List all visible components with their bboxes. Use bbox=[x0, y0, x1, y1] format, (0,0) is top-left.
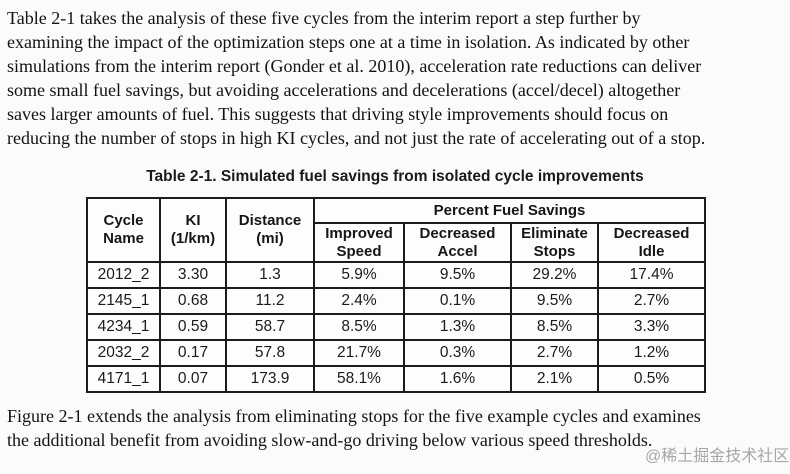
fuel-savings-table: Cycle Name KI (1/km) Distance (mi) Perce… bbox=[86, 197, 707, 393]
table-cell: 2012_2 bbox=[86, 261, 161, 289]
table-cell: 2.4% bbox=[313, 287, 405, 315]
intro-paragraph: Table 2-1 takes the analysis of these fi… bbox=[7, 6, 705, 150]
table-cell: 57.8 bbox=[225, 339, 315, 367]
paragraph-line: reducing the number of stops in high KI … bbox=[7, 128, 706, 148]
table-cell: 2.7% bbox=[510, 339, 599, 367]
table-cell: 21.7% bbox=[313, 339, 405, 367]
table-cell: 9.5% bbox=[403, 261, 512, 289]
table-cell: 0.3% bbox=[403, 339, 512, 367]
table-cell: 1.3% bbox=[403, 313, 512, 341]
col-header-distance: Distance (mi) bbox=[225, 197, 315, 263]
table-cell: 2145_1 bbox=[86, 287, 161, 315]
table-cell: 1.3 bbox=[225, 261, 315, 289]
col-header-improved-speed: Improved Speed bbox=[313, 222, 405, 263]
paragraph-line: some small fuel savings, but avoiding ac… bbox=[7, 80, 681, 100]
col-header-ki: KI (1/km) bbox=[159, 197, 227, 263]
paragraph-line: simulations from the interim report (Gon… bbox=[7, 56, 702, 76]
table-row: 4234_1 0.59 58.7 8.5% 1.3% 8.5% 3.3% bbox=[86, 313, 707, 341]
table-row: 4171_1 0.07 173.9 58.1% 1.6% 2.1% 0.5% bbox=[86, 365, 707, 393]
col-group-header-percent-fuel-savings: Percent Fuel Savings bbox=[312, 197, 707, 224]
col-header-cycle-name: Cycle Name bbox=[86, 197, 161, 263]
paragraph-line: Table 2-1 takes the analysis of these fi… bbox=[7, 8, 641, 28]
table-cell: 3.30 bbox=[159, 261, 227, 289]
table-cell: 0.17 bbox=[159, 339, 227, 367]
table-cell: 58.7 bbox=[225, 313, 315, 341]
table-cell: 29.2% bbox=[510, 261, 599, 289]
table-cell: 3.3% bbox=[596, 313, 707, 341]
table-cell: 173.9 bbox=[225, 365, 315, 393]
table-header-row: Cycle Name KI (1/km) Distance (mi) Perce… bbox=[86, 197, 707, 263]
table-cell: 8.5% bbox=[510, 313, 599, 341]
paragraph-line: examining the impact of the optimization… bbox=[7, 32, 690, 52]
table-cell: 0.59 bbox=[159, 313, 227, 341]
table-cell: 11.2 bbox=[225, 287, 315, 315]
closing-paragraph: Figure 2-1 extends the analysis from eli… bbox=[7, 404, 701, 452]
col-header-decreased-accel: Decreased Accel bbox=[403, 222, 512, 263]
col-header-eliminate-stops: Eliminate Stops bbox=[510, 222, 599, 263]
table-row: 2012_2 3.30 1.3 5.9% 9.5% 29.2% 17.4% bbox=[86, 261, 707, 289]
table-subheader-row: Improved Speed Decreased Accel Eliminate… bbox=[87, 222, 707, 263]
table-cell: 2.1% bbox=[510, 365, 599, 393]
table-cell: 58.1% bbox=[313, 365, 405, 393]
col-header-decreased-idle: Decreased Idle bbox=[596, 222, 707, 263]
table-cell: 1.6% bbox=[403, 365, 512, 393]
table-cell: 0.68 bbox=[159, 287, 227, 315]
table-row: 2145_1 0.68 11.2 2.4% 0.1% 9.5% 2.7% bbox=[86, 287, 707, 315]
paragraph-line: saves larger amounts of fuel. This sugge… bbox=[7, 104, 669, 124]
paragraph-line: Figure 2-1 extends the analysis from eli… bbox=[7, 406, 701, 426]
table-caption: Table 2-1. Simulated fuel savings from i… bbox=[146, 168, 644, 185]
table-cell: 0.5% bbox=[596, 365, 707, 393]
table-cell: 8.5% bbox=[313, 313, 405, 341]
table-cell: 17.4% bbox=[596, 261, 707, 289]
table-cell: 1.2% bbox=[596, 339, 707, 367]
table-cell: 2.7% bbox=[596, 287, 707, 315]
table-cell: 2032_2 bbox=[86, 339, 161, 367]
table-cell: 5.9% bbox=[313, 261, 405, 289]
paragraph-line: the additional benefit from avoiding slo… bbox=[7, 430, 653, 450]
table-cell: 4234_1 bbox=[86, 313, 161, 341]
table-cell: 0.1% bbox=[403, 287, 512, 315]
table-cell: 9.5% bbox=[510, 287, 599, 315]
table-row: 2032_2 0.17 57.8 21.7% 0.3% 2.7% 1.2% bbox=[86, 339, 707, 367]
table-cell: 0.07 bbox=[159, 365, 227, 393]
table-cell: 4171_1 bbox=[86, 365, 161, 393]
